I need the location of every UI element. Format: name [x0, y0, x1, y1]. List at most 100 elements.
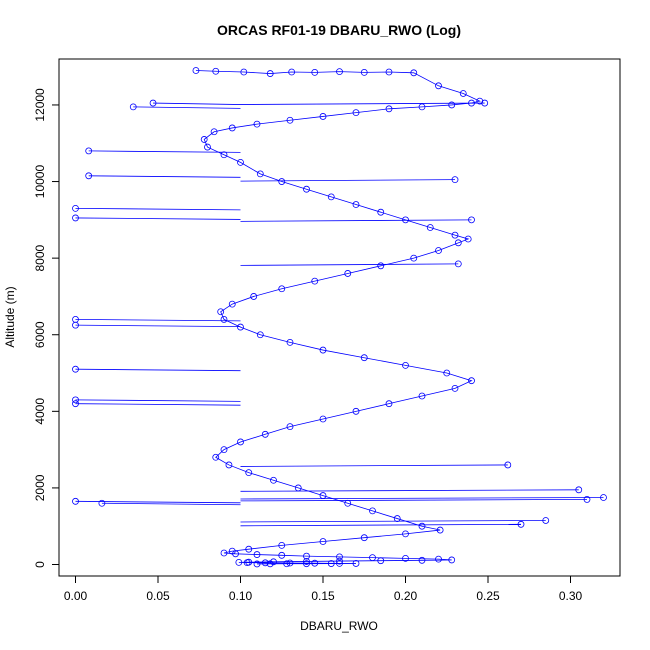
data-point [270, 558, 277, 566]
y-axis: 0 2000 4000 6000 8000 10000 12000 [33, 88, 60, 568]
data-point [319, 538, 327, 545]
excursion-line [133, 106, 241, 109]
y-axis-label: Altitude (m) [3, 286, 17, 347]
data-point [303, 558, 310, 565]
x-tick-label: 0.20 [394, 589, 418, 603]
x-axis-label: DBARU_RWO [300, 619, 378, 633]
data-point [402, 361, 409, 369]
data-point [250, 293, 258, 300]
excursion-line [240, 179, 456, 182]
data-point [240, 68, 248, 76]
data-point [311, 277, 319, 285]
data-point [253, 560, 261, 568]
data-point [435, 82, 442, 90]
excursion-line [240, 102, 485, 105]
data-point [261, 559, 269, 567]
excursion-line [75, 368, 241, 372]
data-point [85, 172, 93, 180]
data-point [237, 158, 244, 166]
data-point [600, 494, 607, 501]
data-point [336, 559, 343, 567]
data-point [454, 239, 462, 247]
data-point [360, 69, 368, 76]
data-point [418, 556, 426, 564]
data-point [410, 69, 418, 77]
excursion-line [240, 489, 579, 492]
data-point [286, 559, 294, 567]
data-point [286, 116, 294, 124]
data-point [542, 517, 550, 524]
data-point [72, 365, 79, 373]
data-point [418, 392, 426, 400]
data-point [385, 400, 393, 408]
excursion-line [75, 500, 241, 504]
data-point [228, 124, 236, 132]
data-point [72, 396, 79, 404]
data-point [418, 103, 426, 111]
data-point [448, 101, 456, 109]
x-tick-label: 0.15 [311, 589, 335, 603]
data-point [278, 541, 286, 549]
data-point [336, 557, 343, 565]
data-point [360, 354, 368, 362]
data-point [256, 331, 264, 339]
data-point [435, 247, 442, 254]
excursion-line [240, 520, 546, 523]
data-point [402, 554, 409, 562]
y-tick-label: 8000 [33, 244, 47, 271]
data-point [72, 214, 79, 222]
data-point [344, 270, 352, 277]
data-point [245, 545, 253, 553]
data-point [72, 400, 79, 408]
excursion-line [75, 319, 241, 322]
data-point [129, 103, 137, 111]
data-point [311, 559, 319, 567]
data-point [319, 113, 327, 120]
data-point [336, 553, 343, 561]
x-tick-label: 0.05 [146, 589, 170, 603]
data-point [286, 338, 294, 346]
excursion-line [75, 403, 241, 406]
data-point [385, 105, 393, 113]
data-point [228, 300, 236, 308]
data-point [369, 554, 376, 562]
data-point [426, 224, 434, 231]
data-point [98, 499, 106, 507]
excursion-line [101, 502, 241, 506]
data-point [72, 321, 79, 329]
x-tick-label: 0.30 [559, 589, 583, 603]
data-point [253, 551, 261, 558]
data-point [377, 208, 385, 216]
data-point [266, 560, 274, 568]
data-point [253, 120, 261, 128]
data-point [225, 461, 233, 469]
data-point [443, 369, 451, 377]
y-tick-label: 4000 [33, 398, 47, 425]
data-point [402, 216, 409, 224]
x-tick-label: 0.10 [229, 589, 253, 603]
data-point [220, 316, 228, 323]
data-point [327, 193, 335, 201]
data-point [200, 136, 208, 143]
y-tick-label: 10000 [33, 165, 47, 199]
data-point [352, 109, 360, 117]
data-point [336, 68, 343, 76]
data-point [464, 235, 472, 243]
data-point [85, 147, 93, 155]
data-point [243, 559, 251, 566]
data-point [311, 69, 319, 76]
y-tick-label: 0 [33, 561, 47, 568]
data-point [278, 178, 286, 185]
excursion-line [75, 217, 241, 220]
x-axis: 0.00 0.05 0.10 0.15 0.20 0.25 0.30 [64, 575, 583, 603]
data-point [220, 151, 228, 159]
data-point [448, 556, 456, 564]
excursion-line [88, 150, 241, 153]
y-tick-label: 2000 [33, 474, 47, 501]
data-point [220, 446, 228, 454]
data-point [385, 68, 393, 76]
data-point [217, 308, 225, 316]
excursion-line [240, 464, 508, 467]
data-point [352, 407, 360, 415]
data-point [410, 254, 418, 262]
